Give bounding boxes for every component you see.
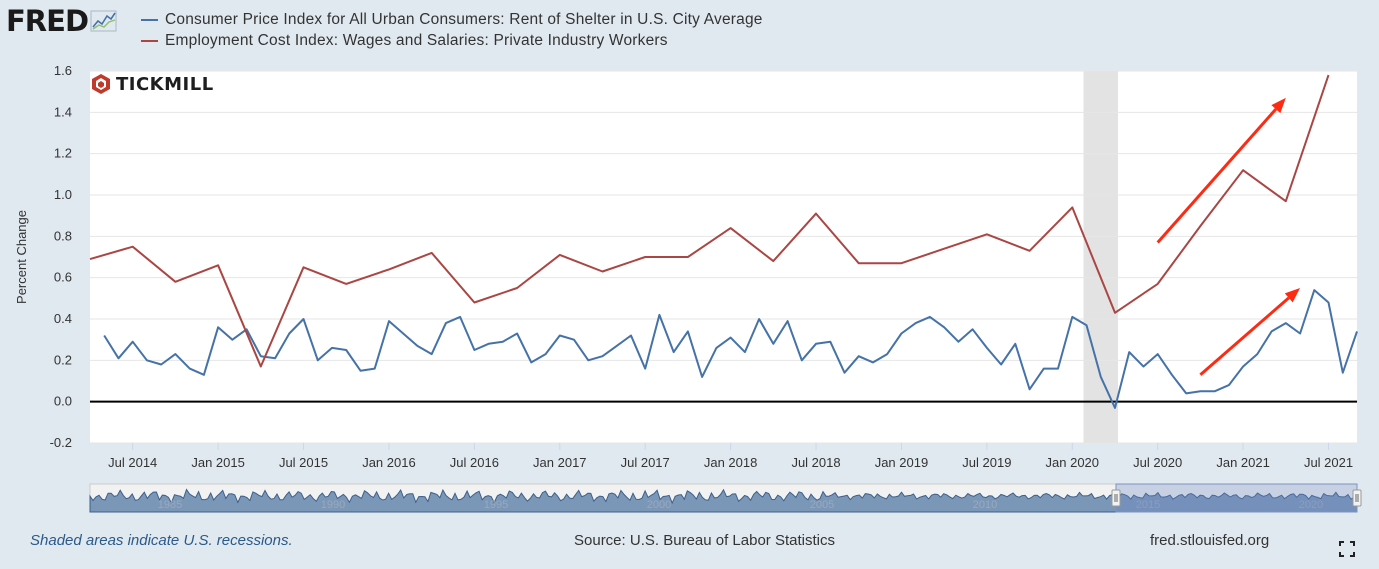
series-line-eci-wages[interactable] (89, 74, 1330, 368)
y-tick-label: 1.4 (54, 104, 72, 119)
fred-logo[interactable]: FRED (6, 6, 118, 36)
x-tick-label: Jul 2019 (962, 455, 1011, 470)
navigator-year-label: 2015 (1136, 499, 1160, 511)
x-tick-label: Jan 2020 (1046, 455, 1100, 470)
y-tick-label: 1.6 (54, 63, 72, 78)
fred-logo-text: FRED (6, 4, 89, 38)
source-url-link[interactable]: fred.stlouisfed.org (1150, 532, 1270, 549)
recession-shading (1083, 71, 1118, 443)
legend-swatch-eci (141, 39, 158, 42)
navigator-year-label: 1995 (484, 499, 508, 511)
annotation-arrow-2 (1199, 288, 1301, 376)
legend-item-shelter[interactable]: Consumer Price Index for All Urban Consu… (141, 9, 763, 30)
fred-graph-icon (90, 10, 117, 32)
navigator-year-label: 2000 (647, 499, 671, 511)
navigator-selection[interactable] (1115, 483, 1358, 513)
x-tick-label: Jan 2018 (704, 455, 758, 470)
y-tick-label: 1.2 (54, 146, 72, 161)
y-tick-label: 0.0 (54, 394, 72, 409)
y-tick-label: -0.2 (50, 435, 72, 450)
x-tick-label: Jan 2015 (191, 455, 245, 470)
y-axis-label: Percent Change (14, 210, 29, 304)
x-tick-label: Jan 2016 (362, 455, 416, 470)
y-tick-label: 0.4 (54, 311, 72, 326)
navigator-handle-right[interactable] (1352, 489, 1362, 507)
legend-label-shelter: Consumer Price Index for All Urban Consu… (165, 10, 763, 28)
x-tick-label: Jul 2017 (621, 455, 670, 470)
x-tick-label: Jul 2018 (791, 455, 840, 470)
chart-legend: Consumer Price Index for All Urban Consu… (141, 9, 763, 51)
x-tick-label: Jan 2019 (875, 455, 929, 470)
navigator-series-overview (89, 488, 1358, 513)
tickmill-logo-text: TICKMILL (116, 73, 214, 95)
x-tick-label: Jul 2014 (108, 455, 157, 470)
x-tick-label: Jul 2016 (450, 455, 499, 470)
y-tick-label: 1.0 (54, 187, 72, 202)
series-line-shelter-cpi[interactable] (103, 289, 1358, 409)
y-tick-label: 0.8 (54, 228, 72, 243)
x-tick-label: Jul 2021 (1304, 455, 1353, 470)
tickmill-logo-icon (92, 74, 110, 94)
x-tick-label: Jan 2021 (1216, 455, 1270, 470)
annotation-arrow-1 (1156, 97, 1286, 244)
tickmill-watermark: TICKMILL (91, 73, 214, 95)
recession-note: Shaded areas indicate U.S. recessions. (30, 532, 293, 549)
navigator-year-label: 2005 (810, 499, 834, 511)
navigator-year-label: 1990 (321, 499, 345, 511)
navigator-year-label: 1985 (158, 499, 182, 511)
navigator-year-label: 2010 (973, 499, 997, 511)
navigator-handle-left[interactable] (1111, 489, 1121, 507)
x-tick-label: Jan 2017 (533, 455, 587, 470)
fullscreen-icon[interactable] (1339, 541, 1355, 557)
legend-item-eci[interactable]: Employment Cost Index: Wages and Salarie… (141, 30, 763, 51)
legend-label-eci: Employment Cost Index: Wages and Salarie… (165, 31, 668, 49)
x-tick-label: Jul 2020 (1133, 455, 1182, 470)
y-tick-label: 0.6 (54, 270, 72, 285)
navigator-year-label: 2020 (1299, 499, 1323, 511)
source-text: Source: U.S. Bureau of Labor Statistics (574, 532, 835, 549)
x-tick-label: Jul 2015 (279, 455, 328, 470)
legend-swatch-shelter (141, 18, 158, 21)
plot-background (90, 71, 1357, 443)
y-tick-label: 0.2 (54, 352, 72, 367)
